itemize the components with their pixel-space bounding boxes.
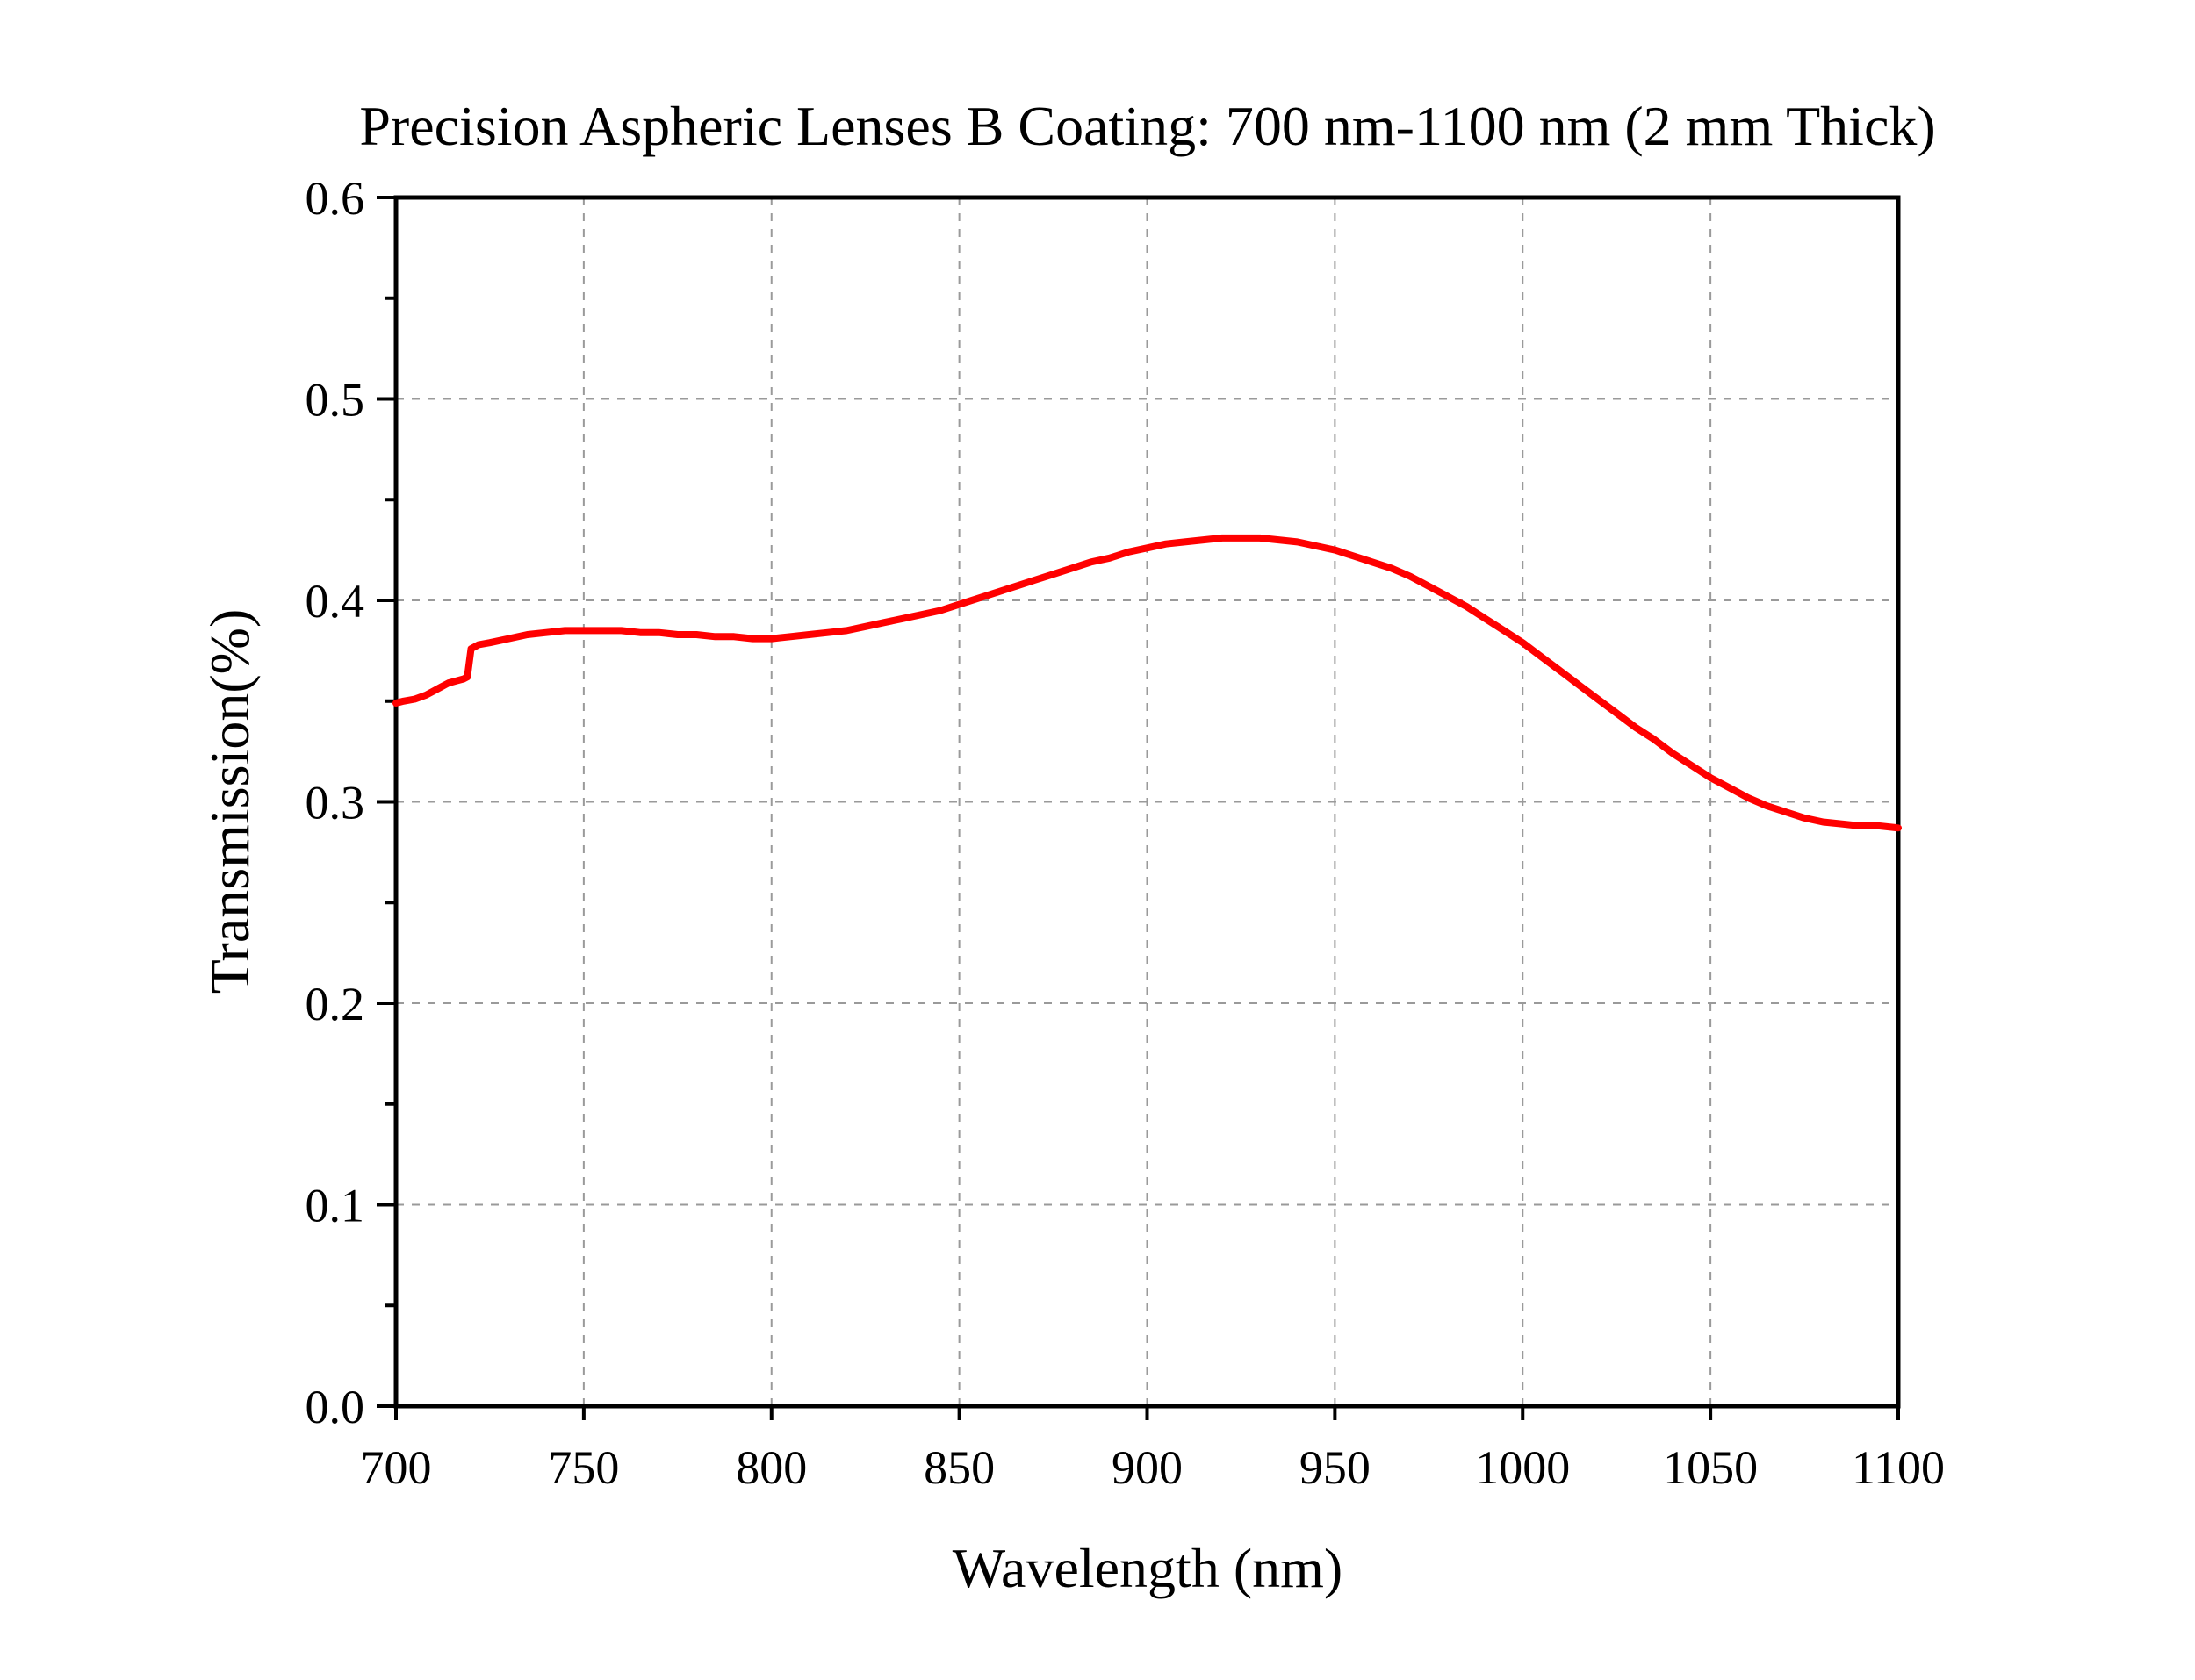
chart-title: Precision Aspheric Lenses B Coating: 700… [359,95,1935,157]
y-tick-label: 0.4 [306,575,365,628]
x-tick-label: 1000 [1475,1441,1570,1494]
x-tick-label: 700 [361,1441,432,1494]
y-tick-label: 0.3 [306,777,365,829]
x-tick-label: 800 [736,1441,807,1494]
y-axis-label: Transmission(%) [198,609,261,994]
y-tick-label: 0.2 [306,978,365,1030]
x-tick-label: 950 [1299,1441,1371,1494]
x-tick-label: 1100 [1852,1441,1945,1494]
grid-layer [396,197,1898,1406]
y-tick-label: 0.1 [306,1180,365,1232]
x-tick-label: 850 [924,1441,995,1494]
series-line-0 [392,534,1902,832]
y-tick-label: 0.6 [306,172,365,225]
x-axis: 700 750 800 850 900 950 1000 1050 1100 [361,1406,1945,1494]
series-layer [392,534,1902,832]
x-tick-label: 1050 [1663,1441,1758,1494]
x-tick-label: 900 [1112,1441,1183,1494]
y-tick-label: 0.0 [306,1381,365,1433]
x-tick-label: 750 [548,1441,619,1494]
y-tick-label: 0.5 [306,374,365,427]
y-axis: 0.0 0.1 0.2 0.3 0.4 0.5 0.6 [306,172,396,1433]
x-axis-label: Wavelength (nm) [953,1537,1342,1599]
